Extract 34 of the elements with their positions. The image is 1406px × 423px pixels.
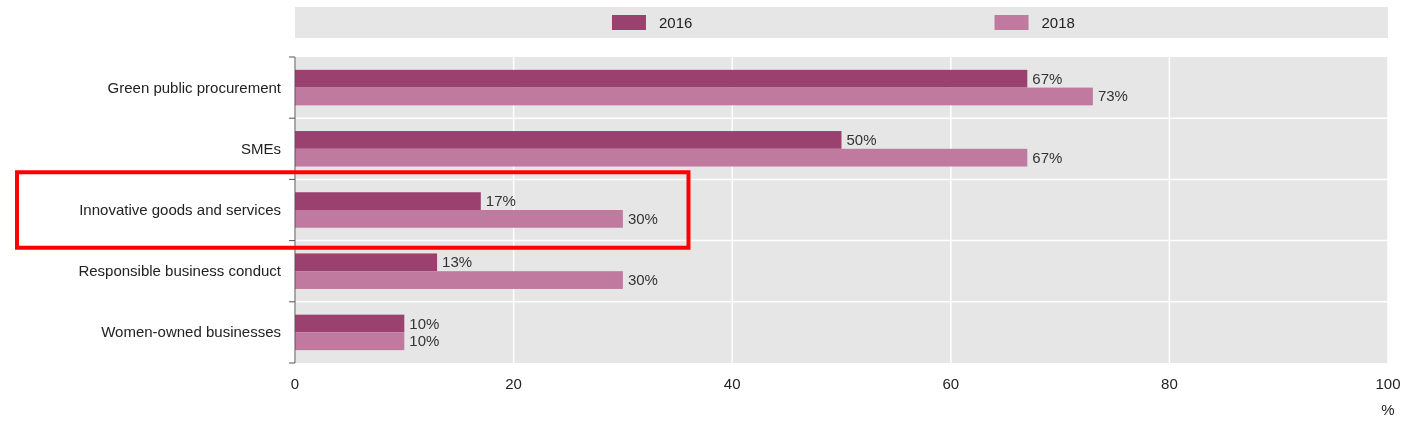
bar [295, 210, 623, 228]
bar [295, 192, 481, 210]
bar [295, 131, 842, 149]
x-tick-label: 100 [1375, 375, 1401, 392]
bar [295, 314, 405, 333]
data-label: 67% [1032, 69, 1063, 87]
data-label: 30% [627, 271, 658, 289]
x-tick-label: 80 [1161, 375, 1178, 392]
data-label: 17% [485, 192, 516, 210]
data-label: 73% [1097, 87, 1128, 105]
y-tick-label: Responsible business conduct [78, 262, 282, 280]
bar [295, 253, 438, 272]
bar [295, 87, 1093, 106]
y-tick-label: Innovative goods and services [79, 201, 281, 218]
data-label: 67% [1032, 148, 1063, 166]
x-tick-label: 40 [723, 375, 741, 392]
y-tick-label: SMEs [240, 139, 281, 157]
data-label: 10% [409, 314, 440, 332]
x-tick-label: 60 [942, 375, 960, 392]
y-tick-label: Women-owned businesses [101, 323, 281, 341]
x-axis-title: % [1381, 401, 1395, 418]
bar [295, 332, 405, 351]
x-tick-label: 0 [290, 375, 300, 392]
data-label: 10% [409, 332, 440, 350]
data-label: 30% [627, 209, 658, 227]
x-tick-label: 20 [505, 375, 522, 392]
bar [295, 148, 1028, 167]
legend-label: 2016 [658, 14, 693, 31]
legend-label: 2018 [1041, 14, 1075, 31]
data-label: 13% [442, 253, 473, 271]
bar [295, 271, 623, 289]
y-tick-label: Green public procurement [107, 78, 282, 96]
bar [295, 69, 1028, 88]
data-label: 50% [846, 130, 877, 148]
